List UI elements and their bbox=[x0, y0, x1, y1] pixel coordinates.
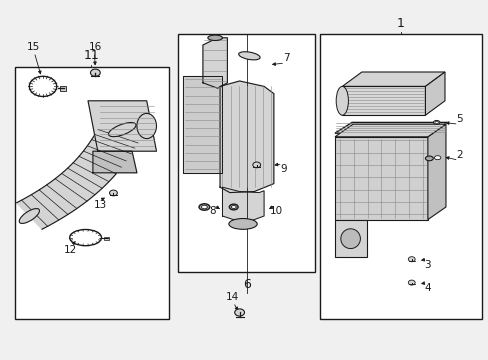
Ellipse shape bbox=[425, 156, 432, 161]
Text: 2: 2 bbox=[455, 150, 462, 160]
Ellipse shape bbox=[19, 208, 40, 224]
Text: 11: 11 bbox=[83, 49, 99, 62]
Polygon shape bbox=[220, 81, 273, 193]
Text: 4: 4 bbox=[424, 283, 430, 293]
Ellipse shape bbox=[432, 120, 439, 124]
Bar bbox=[15, 67, 168, 319]
Circle shape bbox=[90, 69, 100, 76]
Text: 15: 15 bbox=[26, 42, 40, 52]
Ellipse shape bbox=[137, 113, 156, 139]
Ellipse shape bbox=[238, 52, 260, 60]
Polygon shape bbox=[183, 76, 222, 173]
Ellipse shape bbox=[340, 229, 360, 248]
Text: 12: 12 bbox=[64, 245, 78, 255]
Circle shape bbox=[109, 190, 117, 196]
Text: 10: 10 bbox=[269, 206, 282, 216]
Text: 6: 6 bbox=[243, 278, 250, 291]
Ellipse shape bbox=[201, 205, 207, 209]
Circle shape bbox=[234, 309, 244, 316]
Polygon shape bbox=[334, 220, 366, 257]
Polygon shape bbox=[17, 123, 142, 229]
Text: 9: 9 bbox=[280, 164, 286, 174]
Text: 3: 3 bbox=[424, 260, 430, 270]
Polygon shape bbox=[93, 151, 137, 173]
Polygon shape bbox=[203, 38, 227, 88]
Bar bbox=[60, 86, 66, 91]
Polygon shape bbox=[88, 101, 156, 151]
Text: 16: 16 bbox=[88, 42, 102, 52]
Ellipse shape bbox=[434, 156, 440, 159]
Ellipse shape bbox=[231, 206, 236, 208]
Ellipse shape bbox=[228, 219, 257, 229]
Polygon shape bbox=[334, 124, 445, 137]
Bar bbox=[178, 34, 315, 272]
Text: 14: 14 bbox=[225, 292, 239, 302]
Polygon shape bbox=[334, 137, 427, 220]
Ellipse shape bbox=[199, 204, 209, 210]
Polygon shape bbox=[342, 72, 444, 86]
Ellipse shape bbox=[108, 122, 136, 137]
Text: 13: 13 bbox=[93, 200, 107, 210]
Text: 8: 8 bbox=[209, 206, 216, 216]
Ellipse shape bbox=[207, 35, 222, 40]
Circle shape bbox=[407, 280, 414, 285]
Text: 5: 5 bbox=[455, 114, 462, 124]
Ellipse shape bbox=[336, 86, 347, 115]
Polygon shape bbox=[425, 72, 444, 115]
Ellipse shape bbox=[434, 121, 437, 123]
Polygon shape bbox=[334, 122, 447, 133]
Text: 1: 1 bbox=[396, 17, 404, 30]
Polygon shape bbox=[342, 86, 425, 115]
Polygon shape bbox=[427, 124, 445, 220]
Ellipse shape bbox=[229, 204, 238, 210]
Polygon shape bbox=[222, 187, 264, 223]
Circle shape bbox=[407, 257, 414, 262]
Circle shape bbox=[252, 162, 260, 168]
Text: 7: 7 bbox=[282, 53, 289, 63]
Bar bbox=[104, 237, 109, 240]
Bar bbox=[320, 34, 481, 319]
